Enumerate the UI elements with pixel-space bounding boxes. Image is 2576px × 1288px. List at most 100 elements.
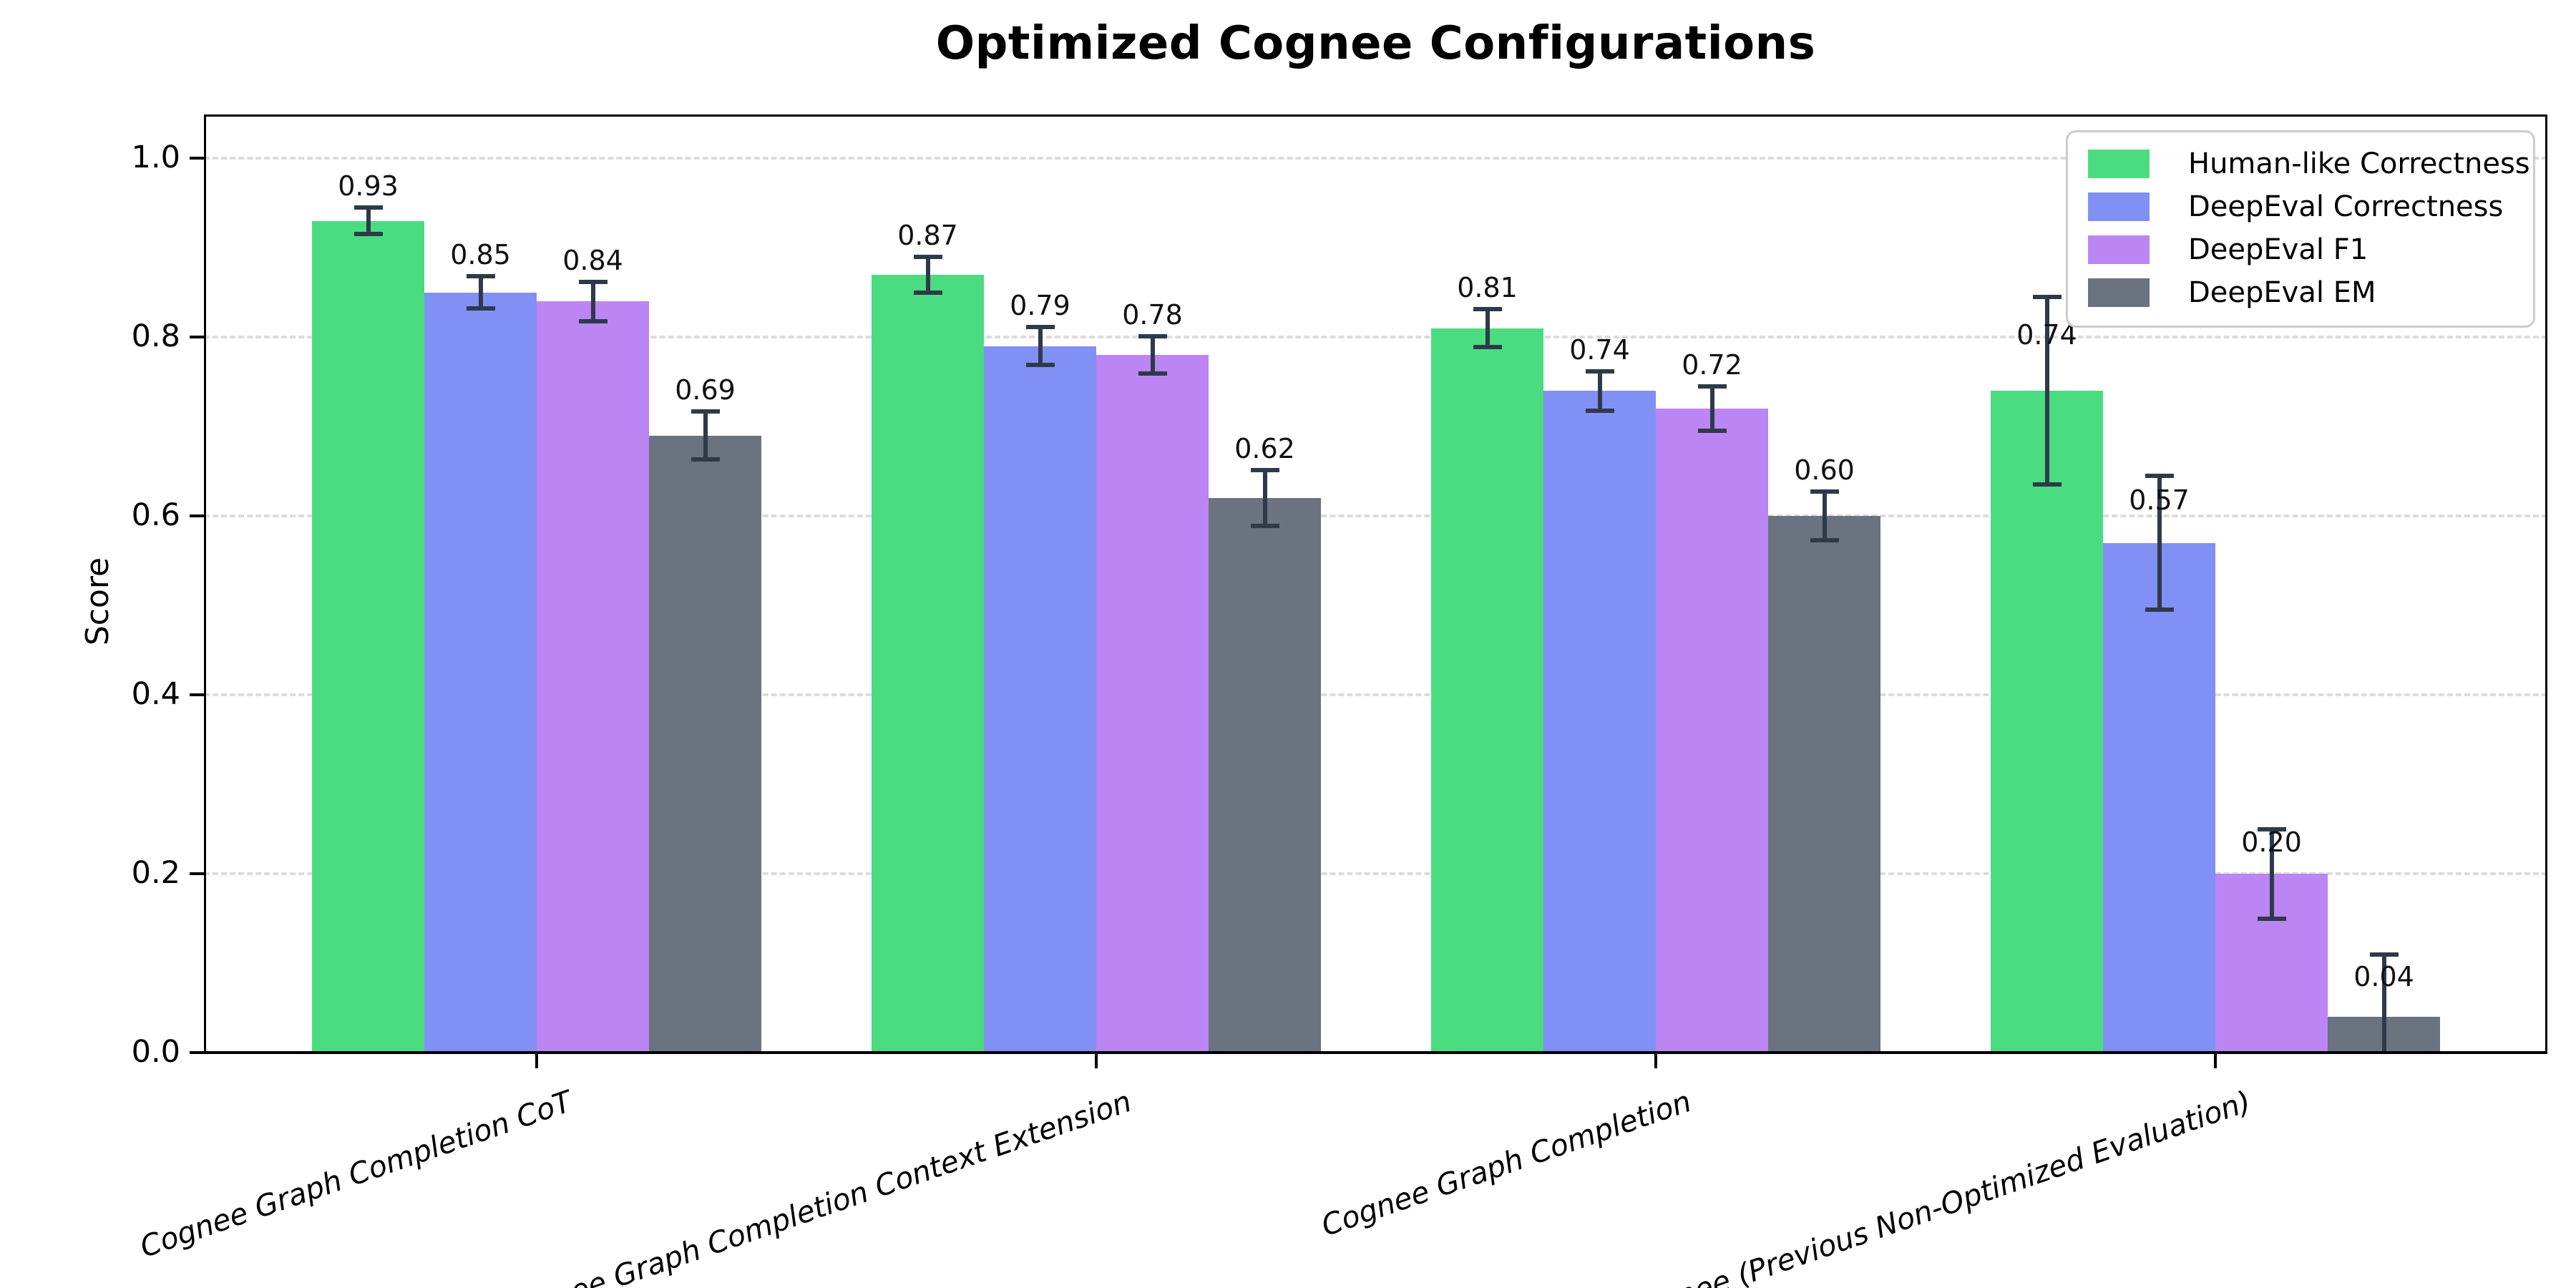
y-tick-label: 0.6 <box>131 497 180 533</box>
legend: Human-like Correctness DeepEval Correctne… <box>2066 130 2535 328</box>
error-bar-cap-top <box>1585 369 1614 374</box>
error-bar-line <box>1262 470 1267 526</box>
y-tick-label: 1.0 <box>131 140 180 175</box>
bar-value-label: 0.85 <box>450 239 511 270</box>
error-bar-cap-top <box>1473 307 1502 312</box>
bar <box>1768 516 1880 1053</box>
bar-value-label: 0.84 <box>562 244 623 276</box>
error-bar-cap-bottom <box>1810 537 1839 542</box>
error-bar-line <box>1038 327 1043 365</box>
legend-swatch-icon <box>2088 278 2150 307</box>
bar <box>984 346 1096 1053</box>
bar-value-label: 0.20 <box>2241 826 2302 859</box>
bar-value-label: 0.62 <box>1234 433 1295 465</box>
legend-swatch-icon <box>2088 235 2150 264</box>
error-bar-cap-bottom <box>913 290 942 295</box>
legend-item: Human-like Correctness <box>2088 147 2530 182</box>
bar <box>1096 355 1209 1053</box>
y-tick-label: 0.4 <box>131 676 180 712</box>
bar <box>312 220 424 1053</box>
error-bar-cap-top <box>1138 333 1167 338</box>
error-bar-cap-top <box>2145 473 2174 478</box>
error-bar-cap-bottom <box>1025 362 1055 367</box>
error-bar-line <box>925 256 930 293</box>
bar <box>1209 498 1321 1053</box>
x-tick-mark <box>2214 1054 2217 1068</box>
error-bar-cap-bottom <box>466 306 495 311</box>
y-tick-mark <box>190 514 204 517</box>
error-bar-line <box>2269 829 2274 919</box>
legend-swatch-icon <box>2088 150 2150 178</box>
x-category-label: Cognee Graph Completion CoT <box>135 1084 577 1264</box>
error-bar-cap-bottom <box>578 318 608 323</box>
legend-item: DeepEval F1 <box>2088 233 2519 268</box>
error-bar-cap-top <box>353 205 383 210</box>
bar-value-label: 0.69 <box>675 374 736 406</box>
bar <box>1991 391 2103 1053</box>
legend-item: DeepEval EM <box>2088 276 2519 311</box>
error-bar-cap-bottom <box>2257 916 2286 921</box>
error-bar-cap-bottom <box>2032 482 2062 487</box>
x-tick-mark <box>1095 1054 1098 1068</box>
gridline <box>204 336 2547 338</box>
x-tick-mark <box>535 1054 538 1068</box>
error-bar-line <box>2157 475 2162 610</box>
legend-label: Human-like Correctness <box>2188 147 2530 180</box>
error-bar-line <box>1822 492 1827 540</box>
error-bar-line <box>1485 309 1490 347</box>
y-axis-label: Score <box>79 557 117 646</box>
legend-label: DeepEval F1 <box>2188 233 2368 266</box>
y-tick-label: 0.8 <box>131 318 180 354</box>
bar-value-label: 0.57 <box>2129 484 2190 517</box>
error-bar-cap-top <box>1250 468 1279 473</box>
bar <box>872 274 984 1053</box>
error-bar-line <box>478 276 483 308</box>
x-category-label: Cognee Graph Completion <box>1317 1084 1696 1244</box>
error-bar-cap-top <box>466 274 495 278</box>
y-tick-label: 0.0 <box>131 1034 180 1070</box>
x-category-label: Cognee Graph Completion Context Extensio… <box>494 1084 1136 1288</box>
x-category-label: Cognee (Previous Non-Optimized Evaluatio… <box>1618 1084 2255 1288</box>
bar-value-label: 0.60 <box>1794 454 1855 487</box>
error-bar-cap-bottom <box>1585 408 1614 413</box>
error-bar-cap-top <box>913 254 942 259</box>
legend-swatch-icon <box>2088 192 2150 221</box>
bar-value-label: 0.04 <box>2353 960 2414 992</box>
legend-label: DeepEval EM <box>2188 276 2376 309</box>
legend-label: DeepEval Correctness <box>2188 190 2504 223</box>
y-tick-mark <box>190 336 204 338</box>
error-bar-line <box>1709 386 1714 431</box>
bar <box>1543 391 1656 1053</box>
error-bar-cap-top <box>691 409 720 414</box>
y-tick-label: 0.2 <box>131 855 180 891</box>
bar <box>1431 328 1543 1053</box>
bar <box>2103 542 2215 1053</box>
error-bar-cap-bottom <box>1250 523 1279 528</box>
bar-value-label: 0.74 <box>2016 318 2077 351</box>
error-bar-cap-bottom <box>1138 371 1167 376</box>
bar-value-label: 0.74 <box>1569 333 1630 366</box>
error-bar-line <box>1150 336 1155 374</box>
y-tick-mark <box>190 872 204 875</box>
x-tick-mark <box>1654 1054 1657 1068</box>
error-bar-line <box>1597 371 1602 411</box>
error-bar-cap-bottom <box>691 457 720 462</box>
y-tick-mark <box>190 157 204 160</box>
plot-frame <box>204 114 2547 1054</box>
bar-value-label: 0.81 <box>1457 272 1518 304</box>
gridline <box>204 872 2547 875</box>
bar <box>424 292 537 1053</box>
bar <box>1656 409 1768 1053</box>
bar-value-label: 0.72 <box>1682 348 1742 381</box>
error-bar-cap-top <box>578 279 608 284</box>
error-bar-cap-bottom <box>2145 608 2174 613</box>
bar-value-label: 0.79 <box>1010 290 1070 322</box>
error-bar-line <box>2044 296 2049 485</box>
error-bar-cap-top <box>2369 952 2399 957</box>
error-bar-cap-bottom <box>1697 429 1727 434</box>
error-bar-line <box>2381 954 2386 1053</box>
legend-item: DeepEval Correctness <box>2088 190 2519 225</box>
error-bar-cap-bottom <box>353 232 383 237</box>
y-tick-mark <box>190 693 204 696</box>
